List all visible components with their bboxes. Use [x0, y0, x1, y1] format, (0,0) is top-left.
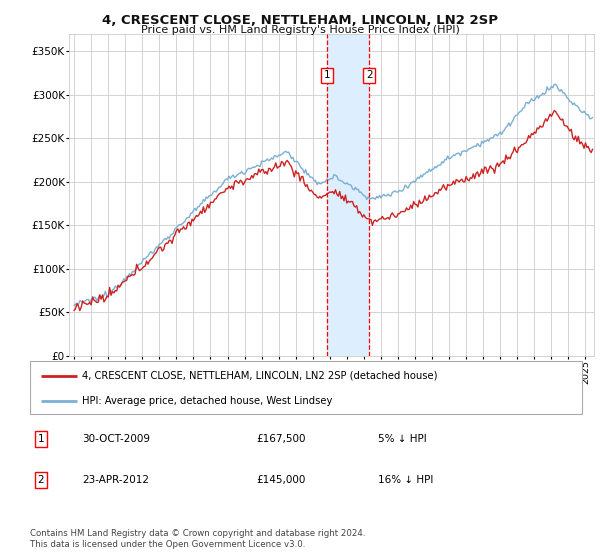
Text: Price paid vs. HM Land Registry's House Price Index (HPI): Price paid vs. HM Land Registry's House …: [140, 25, 460, 35]
Text: 30-OCT-2009: 30-OCT-2009: [82, 434, 151, 444]
Text: 23-APR-2012: 23-APR-2012: [82, 475, 149, 484]
Text: 1: 1: [323, 71, 330, 81]
Bar: [327, 34, 369, 356]
Text: HPI: Average price, detached house, West Lindsey: HPI: Average price, detached house, West…: [82, 396, 333, 406]
Text: 2: 2: [366, 71, 373, 81]
Text: 5% ↓ HPI: 5% ↓ HPI: [378, 434, 427, 444]
Text: 4, CRESCENT CLOSE, NETTLEHAM, LINCOLN, LN2 2SP: 4, CRESCENT CLOSE, NETTLEHAM, LINCOLN, L…: [102, 14, 498, 27]
Text: 2: 2: [38, 475, 44, 484]
Text: £167,500: £167,500: [256, 434, 306, 444]
Text: 1: 1: [38, 434, 44, 444]
FancyBboxPatch shape: [30, 361, 582, 414]
Text: 16% ↓ HPI: 16% ↓ HPI: [378, 475, 433, 484]
Text: Contains HM Land Registry data © Crown copyright and database right 2024.
This d: Contains HM Land Registry data © Crown c…: [30, 529, 365, 549]
Text: 4, CRESCENT CLOSE, NETTLEHAM, LINCOLN, LN2 2SP (detached house): 4, CRESCENT CLOSE, NETTLEHAM, LINCOLN, L…: [82, 371, 438, 381]
Text: £145,000: £145,000: [256, 475, 305, 484]
